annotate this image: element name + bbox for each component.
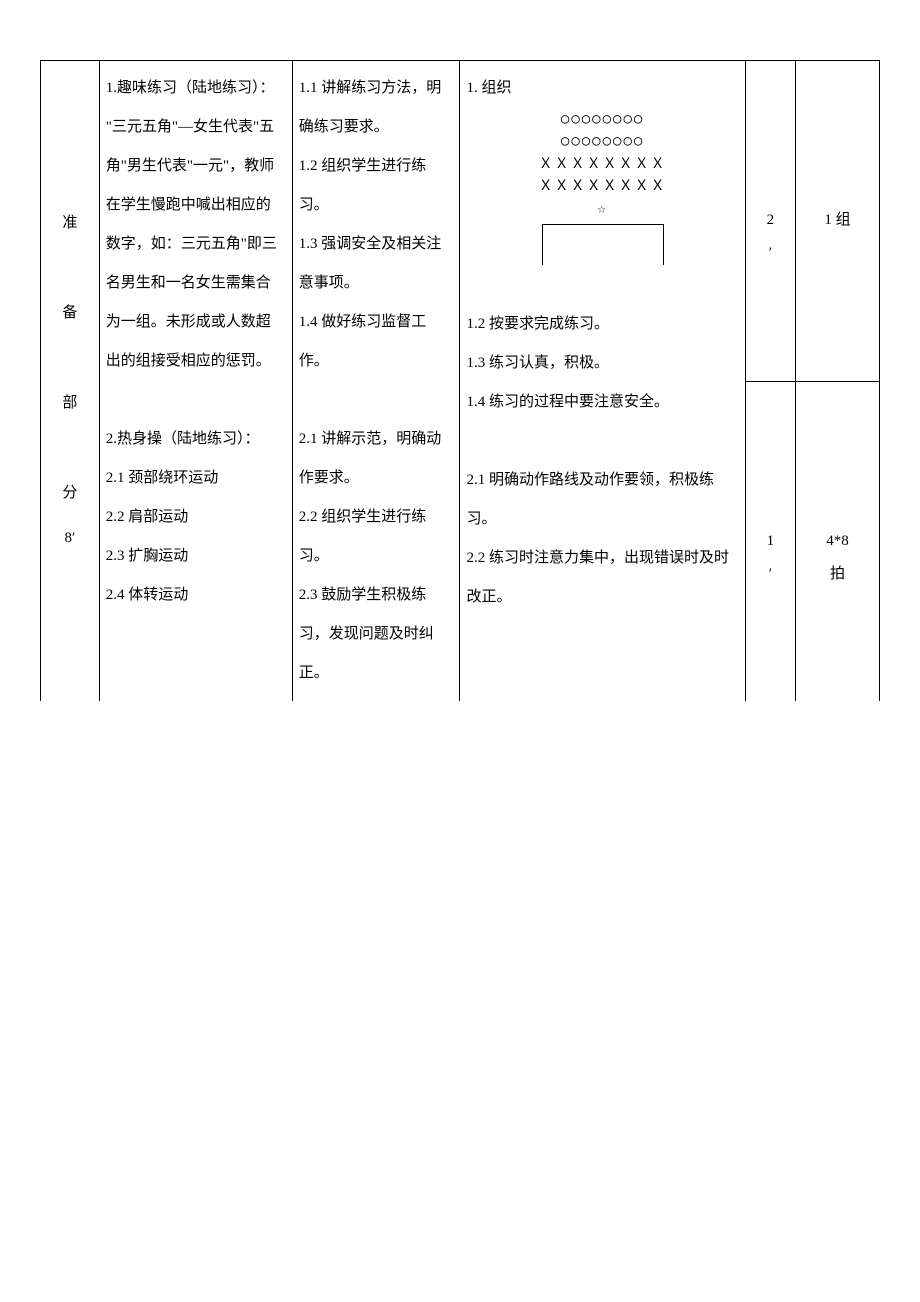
text-line: 2.1 颈部绕环运动 <box>106 459 286 498</box>
organization-cell: 1. 组织 ○○○○○○○○ ○○○○○○○○ ＸＸＸＸＸＸＸＸ ＸＸＸＸＸＸＸ… <box>460 61 745 702</box>
org-body: 1.2 按要求完成练习。1.3 练习认真，积极。1.4 练习的过程中要注意安全。… <box>466 305 738 617</box>
time-bottom: 1 ′ <box>767 533 775 582</box>
text-line: 2.3 鼓励学生积极练习，发现问题及时纠正。 <box>299 576 454 693</box>
text-line: 1.2 按要求完成练习。 <box>466 305 738 344</box>
section-label-cell: 准 备 部 分 8′ <box>41 61 100 702</box>
teacher-body: 1.1 讲解练习方法，明确练习要求。1.2 组织学生进行练习。1.3 强调安全及… <box>299 69 454 693</box>
text-line: 2.2 组织学生进行练习。 <box>299 498 454 576</box>
text-line: 2.3 扩胸运动 <box>106 537 286 576</box>
text-line: 1.3 练习认真，积极。 <box>466 344 738 383</box>
text-line <box>299 381 454 420</box>
org-heading: 1. 组织 <box>466 69 738 108</box>
text-line <box>106 381 286 420</box>
text-line: 2.4 体转运动 <box>106 576 286 615</box>
text-line <box>466 422 738 461</box>
content-body: 1.趣味练习（陆地练习）："三元五角"—女生代表"五角"男生代表"一元"，教师在… <box>106 69 286 615</box>
text-line: "三元五角"—女生代表"五角"男生代表"一元"，教师在学生慢跑中喊出相应的数字，… <box>106 108 286 381</box>
time-cell-bottom: 1 ′ <box>745 381 795 701</box>
time-top: 2 ′ <box>767 212 775 261</box>
text-line: 2.1 讲解示范，明确动作要求。 <box>299 420 454 498</box>
text-line: 1.2 组织学生进行练习。 <box>299 147 454 225</box>
text-line: 1.4 练习的过程中要注意安全。 <box>466 383 738 422</box>
time-cell-top: 2 ′ <box>745 61 795 382</box>
formation-diagram: ○○○○○○○○ ○○○○○○○○ ＸＸＸＸＸＸＸＸ ＸＸＸＸＸＸＸＸ ☆ <box>466 108 738 220</box>
section-label: 准 备 部 分 8′ <box>47 201 93 561</box>
text-line: 2.2 肩部运动 <box>106 498 286 537</box>
reps-top: 1 组 <box>824 212 850 228</box>
text-line: 1.1 讲解练习方法，明确练习要求。 <box>299 69 454 147</box>
text-line: 1.4 做好练习监督工作。 <box>299 303 454 381</box>
reps-cell-bottom: 4*8 拍 <box>796 381 880 701</box>
reps-bottom: 4*8 拍 <box>826 533 849 582</box>
reps-cell-top: 1 组 <box>796 61 880 382</box>
text-line: 1.3 强调安全及相关注意事项。 <box>299 225 454 303</box>
text-line: 1.趣味练习（陆地练习）： <box>106 69 286 108</box>
text-line: 2.1 明确动作路线及动作要领，积极练习。 <box>466 461 738 539</box>
lesson-plan-table: 准 备 部 分 8′ 1.趣味练习（陆地练习）："三元五角"—女生代表"五角"男… <box>40 60 880 701</box>
content-cell: 1.趣味练习（陆地练习）："三元五角"—女生代表"五角"男生代表"一元"，教师在… <box>99 61 292 702</box>
teacher-cell: 1.1 讲解练习方法，明确练习要求。1.2 组织学生进行练习。1.3 强调安全及… <box>292 61 460 702</box>
table-row: 准 备 部 分 8′ 1.趣味练习（陆地练习）："三元五角"—女生代表"五角"男… <box>41 61 880 382</box>
text-line: 2.2 练习时注意力集中，出现错误时及时改正。 <box>466 539 738 617</box>
formation-box-icon <box>542 224 664 265</box>
text-line: 2.热身操（陆地练习）： <box>106 420 286 459</box>
